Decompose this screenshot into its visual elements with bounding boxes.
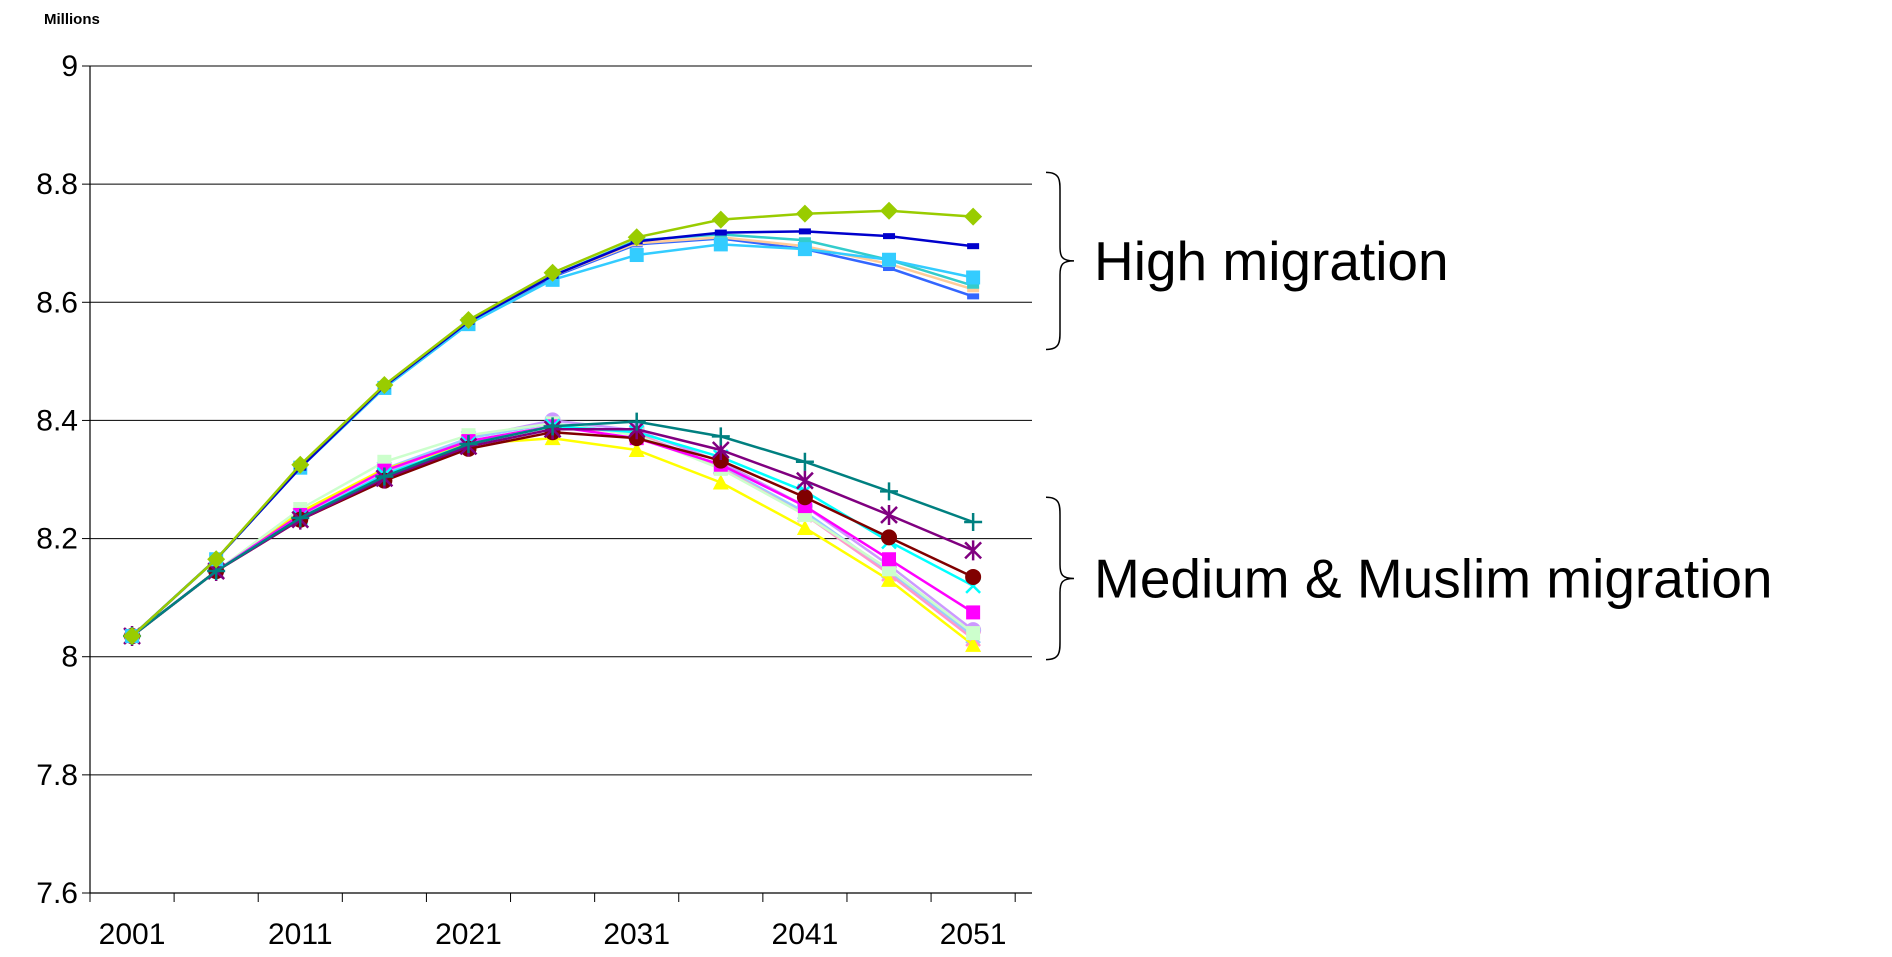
data-point	[882, 552, 897, 567]
series-line	[131, 419, 974, 637]
data-point	[628, 441, 645, 457]
data-point	[796, 519, 813, 535]
data-point	[967, 286, 980, 293]
axes	[82, 65, 1032, 902]
series-line	[131, 425, 974, 637]
series-line-group	[123, 412, 983, 646]
data-point	[459, 311, 478, 330]
series-line	[131, 422, 974, 637]
series-line-group	[124, 424, 982, 645]
y-tick-label: 7.8	[36, 759, 78, 792]
data-point	[543, 417, 562, 436]
series-line-group	[124, 418, 982, 647]
brace	[1045, 496, 1075, 661]
x-tick-label: 2001	[99, 918, 166, 951]
series-line-group	[125, 419, 981, 644]
annotation-label: Medium & Muslim migration	[1094, 547, 1773, 609]
data-point	[291, 508, 310, 527]
data-point	[711, 210, 730, 229]
data-point	[123, 627, 142, 646]
data-point	[713, 237, 728, 252]
data-point	[882, 252, 897, 267]
data-point	[375, 375, 394, 394]
data-point	[965, 568, 982, 585]
data-point	[964, 513, 983, 532]
data-point	[291, 455, 310, 474]
data-point	[627, 412, 646, 431]
data-point	[796, 470, 814, 491]
data-point	[964, 207, 983, 226]
series-line-group	[124, 415, 982, 644]
x-tick-label: 2021	[435, 918, 502, 951]
data-point	[965, 636, 982, 652]
series-line	[131, 420, 974, 637]
data-point	[880, 482, 899, 501]
data-point	[629, 248, 644, 263]
data-point	[543, 263, 562, 282]
data-point	[966, 605, 981, 620]
data-point	[881, 571, 898, 587]
data-point	[459, 435, 478, 454]
x-tick-label: 2041	[772, 918, 839, 951]
data-point	[712, 474, 729, 490]
data-point	[883, 233, 896, 240]
data-point	[880, 504, 898, 525]
data-point	[798, 237, 811, 244]
series-group	[123, 201, 983, 652]
data-point	[966, 626, 981, 641]
data-point	[967, 293, 980, 300]
x-tick-label: 2031	[603, 918, 670, 951]
series-line-group	[124, 418, 982, 644]
annotation-label: High migration	[1094, 230, 1449, 292]
data-point	[714, 229, 727, 236]
x-tick-label: 2051	[940, 918, 1007, 951]
x-tick-label: 2011	[268, 918, 333, 951]
series-line-group	[123, 419, 983, 647]
data-point	[795, 204, 814, 223]
y-tick-label: 7.6	[36, 877, 78, 910]
brace	[1045, 171, 1075, 351]
data-point	[375, 467, 394, 486]
y-axis-unit-label: Millions	[44, 11, 100, 28]
gridlines	[90, 65, 1032, 776]
series-line-group	[125, 416, 981, 644]
series-line-group	[123, 201, 983, 646]
data-point	[880, 201, 899, 220]
y-tick-label: 9	[61, 50, 78, 83]
data-point	[881, 529, 898, 546]
y-tick-labels: 9 8.8 8.6 8.4 8.2 8 7.8 7.6	[36, 50, 78, 910]
series-line-group	[124, 412, 982, 645]
y-tick-label: 8.2	[36, 523, 78, 556]
data-point	[964, 540, 983, 561]
data-point	[883, 265, 896, 272]
y-tick-label: 8.4	[36, 404, 78, 437]
x-tick-labels: 2001 2011 2021 2031 2041 2051	[99, 918, 1007, 951]
data-point	[795, 452, 814, 471]
data-point	[797, 242, 812, 257]
data-point	[967, 282, 980, 289]
series-line	[131, 422, 974, 637]
data-point	[796, 489, 813, 506]
y-tick-label: 8	[61, 641, 78, 674]
data-point	[711, 427, 730, 446]
data-point	[966, 270, 981, 285]
data-point	[207, 550, 226, 569]
data-point	[627, 228, 646, 247]
annotations: High migration Medium & Muslim migration	[1045, 171, 1773, 661]
data-point	[712, 452, 729, 469]
y-tick-label: 8.8	[36, 168, 78, 201]
data-point	[967, 243, 980, 250]
series-line	[131, 425, 974, 637]
data-point	[798, 228, 811, 235]
y-tick-label: 8.6	[36, 286, 78, 319]
